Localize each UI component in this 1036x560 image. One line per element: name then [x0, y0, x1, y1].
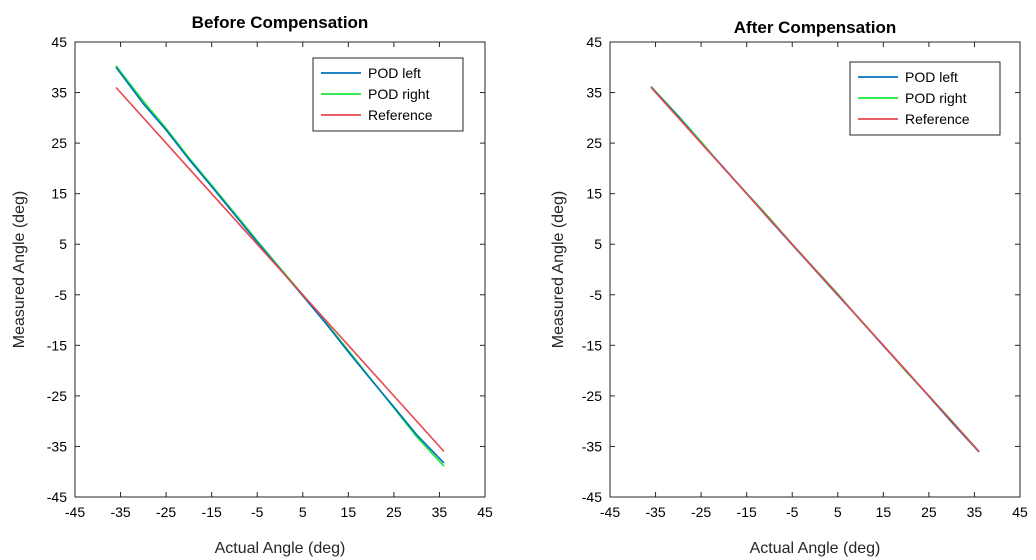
y-tick-label: 25: [51, 135, 67, 151]
y-tick-label: 45: [586, 34, 602, 50]
legend-label: Reference: [368, 107, 433, 123]
x-tick-label: -15: [202, 504, 222, 520]
x-tick-label: 15: [341, 504, 357, 520]
legend-label: POD right: [905, 90, 967, 106]
y-tick-label: -5: [55, 287, 68, 303]
legend-label: POD right: [368, 86, 430, 102]
chart-panel-1: -45 -35 -25 -15 -5 5 15 25 35 45 -45 -35 -25 -15 -5 5 15…: [11, 13, 493, 557]
y-tick-label: -45: [47, 489, 67, 505]
series-line-reference: [115, 86, 445, 453]
chart-panel-2: -45 -35 -25 -15 -5 5 15 25 35 45 -45 -35 -25 -15 -5 5 15…: [550, 18, 1028, 557]
y-tick-label: 25: [586, 135, 602, 151]
y-tick-label: 45: [51, 34, 67, 50]
chart-title: After Compensation: [734, 18, 896, 37]
y-tick-label: -25: [582, 388, 602, 404]
legend-label: POD left: [905, 69, 958, 85]
y-tick-label: 15: [586, 186, 602, 202]
y-axis-label: Measured Angle (deg): [11, 191, 28, 348]
x-tick-label: 5: [834, 504, 842, 520]
chart-title: Before Compensation: [192, 13, 369, 32]
y-tick-label: -15: [582, 337, 602, 353]
x-axis-label: Actual Angle (deg): [750, 540, 881, 557]
x-tick-label: -45: [65, 504, 85, 520]
y-tick-label: 5: [59, 236, 67, 252]
y-tick-label: -35: [47, 438, 67, 454]
y-tick-label: -45: [582, 489, 602, 505]
series-line-reference: [650, 86, 980, 453]
x-tick-label: 5: [299, 504, 307, 520]
y-tick-label: 15: [51, 186, 67, 202]
x-tick-label: 25: [921, 504, 937, 520]
x-tick-label: 15: [876, 504, 892, 520]
x-tick-label: -5: [251, 504, 264, 520]
x-tick-label: 35: [967, 504, 983, 520]
x-tick-label: 25: [386, 504, 402, 520]
x-tick-label: -35: [110, 504, 130, 520]
y-tick-label: -35: [582, 438, 602, 454]
x-tick-label: 35: [432, 504, 448, 520]
x-tick-label: -5: [786, 504, 799, 520]
y-tick-label: -25: [47, 388, 67, 404]
y-tick-label: -5: [590, 287, 603, 303]
y-tick-label: 35: [51, 85, 67, 101]
legend-label: Reference: [905, 111, 970, 127]
x-axis-label: Actual Angle (deg): [215, 540, 346, 557]
y-tick-label: 35: [586, 85, 602, 101]
x-tick-label: -15: [737, 504, 757, 520]
x-tick-label: 45: [1012, 504, 1028, 520]
x-tick-label: -25: [156, 504, 176, 520]
x-tick-label: -35: [645, 504, 665, 520]
y-tick-label: -15: [47, 337, 67, 353]
legend-label: POD left: [368, 65, 421, 81]
y-tick-label: 5: [594, 236, 602, 252]
y-axis-label: Measured Angle (deg): [550, 191, 567, 348]
x-tick-label: -45: [600, 504, 620, 520]
x-tick-label: -25: [691, 504, 711, 520]
x-tick-label: 45: [477, 504, 493, 520]
